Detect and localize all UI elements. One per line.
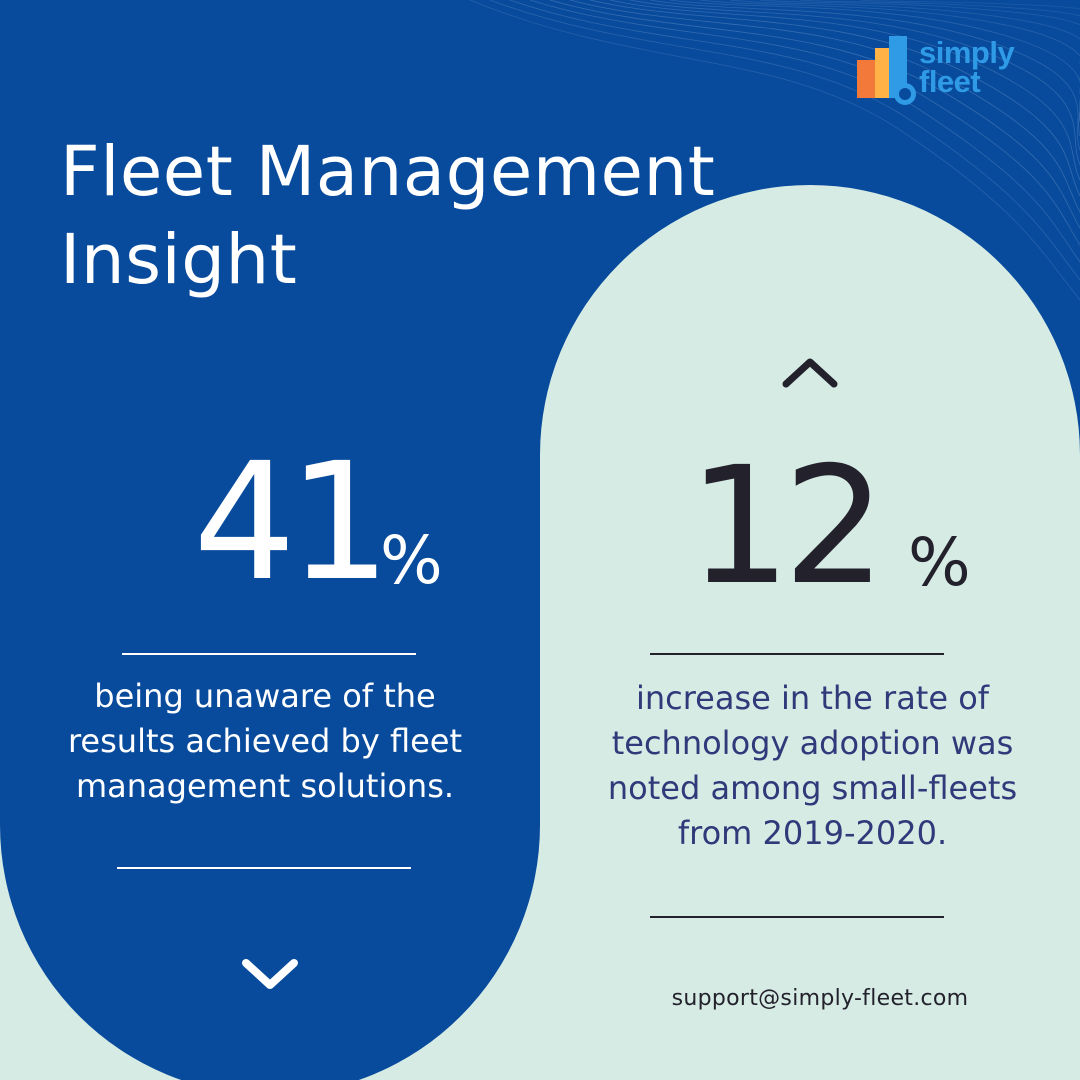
divider-right-bottom bbox=[650, 916, 944, 918]
bar-chart-logo-icon bbox=[857, 36, 916, 105]
logo-text-line2: fleet bbox=[919, 64, 981, 99]
support-email-link[interactable]: support@simply-fleet.com bbox=[671, 986, 969, 1011]
divider-right-top bbox=[650, 653, 944, 655]
page-title: Fleet Management Insight bbox=[60, 132, 716, 300]
stat-right-percent-sign: % bbox=[908, 524, 971, 601]
stat-left-description: being unaware of the results achieved by… bbox=[67, 677, 463, 805]
stat-left-percent-sign: % bbox=[380, 522, 443, 599]
chevron-up-icon[interactable] bbox=[780, 352, 840, 392]
stat-right-description: increase in the rate of technology adopt… bbox=[607, 679, 1018, 852]
divider-left-bottom bbox=[117, 867, 411, 869]
stat-right-number: 12 bbox=[688, 433, 886, 621]
stat-left-number: 41 bbox=[193, 429, 391, 617]
logo-wordmark: simply fleet bbox=[919, 35, 1015, 99]
logo-text-line1: simply bbox=[919, 35, 1015, 70]
chevron-down-icon[interactable] bbox=[239, 953, 301, 993]
simply-fleet-logo[interactable]: simply fleet bbox=[855, 36, 1035, 106]
divider-left-top bbox=[122, 653, 416, 655]
